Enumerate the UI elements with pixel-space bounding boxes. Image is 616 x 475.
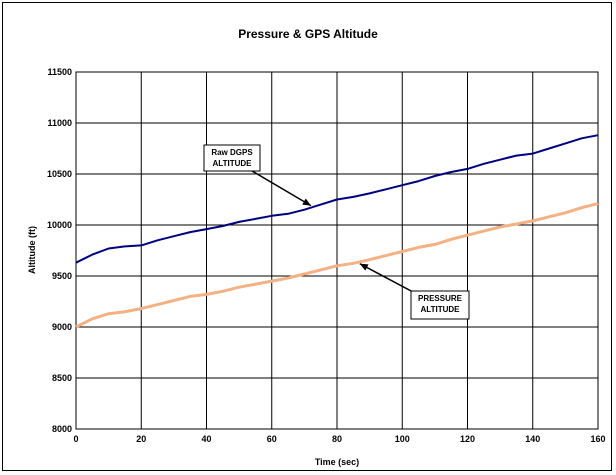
callout-box (203, 144, 261, 172)
y-tick-label: 11500 (47, 67, 72, 77)
y-tick-label: 8000 (52, 424, 72, 434)
series-line-pressure (75, 202, 599, 329)
callouts: Raw DGPS ALTITUDE PRESSURE ALTITUDE (203, 144, 470, 320)
x-tick-label: 40 (201, 434, 211, 444)
callout-label-line2: ALTITUDE (213, 159, 253, 168)
callout-arrowhead (359, 263, 369, 271)
series-line-dgps (75, 134, 599, 264)
x-tick-label: 0 (73, 434, 78, 444)
y-tick-label: 10000 (47, 220, 72, 230)
x-tick-label: 60 (267, 434, 277, 444)
callout-label-line1: Raw DGPS (211, 148, 253, 157)
callout-label-line2: ALTITUDE (421, 305, 461, 314)
grid-lines (75, 71, 599, 430)
callout-arrowhead (302, 198, 311, 206)
x-axis-ticks: 0 20 40 60 80 100 120 140 160 (73, 434, 605, 444)
plot-area: 0 20 40 60 80 100 120 140 160 8000 8500 9000 9500 10… (47, 67, 606, 444)
x-tick-label: 100 (395, 434, 410, 444)
series-lines (75, 134, 599, 329)
y-tick-label: 9000 (52, 322, 72, 332)
y-tick-label: 11000 (47, 118, 72, 128)
x-tick-label: 140 (525, 434, 540, 444)
x-tick-label: 20 (136, 434, 146, 444)
y-axis-title: Altitude (ft) (27, 226, 37, 274)
callout-leader-line (359, 263, 414, 293)
x-tick-label: 160 (590, 434, 605, 444)
callout-label-line1: PRESSURE (418, 294, 463, 303)
x-axis-title: Time (sec) (315, 457, 359, 467)
chart-title: Pressure & GPS Altitude (238, 27, 378, 41)
y-tick-label: 10500 (47, 169, 72, 179)
callout-leader-line (251, 170, 312, 207)
x-tick-label: 80 (332, 434, 342, 444)
y-tick-label: 9500 (52, 271, 72, 281)
y-axis-ticks: 8000 8500 9000 9500 10000 10500 11000 11500 (47, 67, 72, 434)
x-tick-label: 120 (460, 434, 475, 444)
callout-box (410, 290, 470, 320)
y-tick-label: 8500 (52, 373, 72, 383)
